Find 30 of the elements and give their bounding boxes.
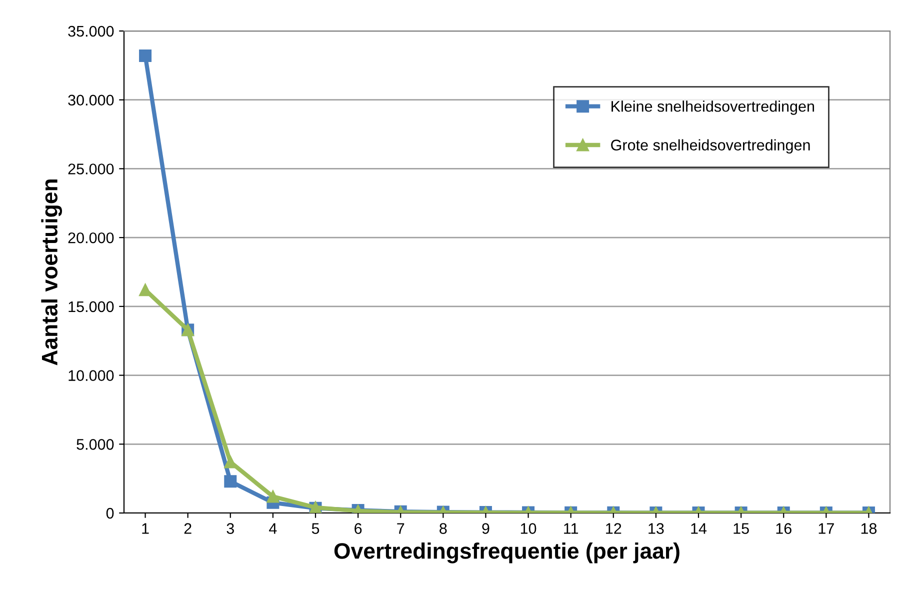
x-tick-label: 14	[691, 523, 707, 534]
x-tick-label: 15	[734, 523, 749, 534]
x-tick-label: 16	[776, 523, 792, 534]
x-tick-label: 2	[184, 523, 192, 534]
y-tick-label: 25.000	[68, 164, 114, 174]
x-tick-label: 3	[226, 523, 234, 534]
x-tick-label: 6	[354, 523, 362, 534]
x-axis-title: Overtredingsfrequentie (per jaar)	[334, 542, 680, 564]
x-tick-label: 9	[482, 523, 490, 534]
x-tick-label: 1	[142, 523, 149, 534]
legend-label: Grote snelheidsovertredingen	[611, 139, 810, 154]
x-tick-label: 18	[861, 523, 877, 534]
y-tick-label: 20.000	[68, 232, 114, 244]
x-tick-label: 12	[606, 523, 622, 534]
y-axis-title: Aantal voertuigen	[41, 180, 62, 366]
x-tick-label: 8	[440, 523, 447, 534]
x-tick-label: 10	[520, 523, 536, 534]
y-tick-label: 5.000	[76, 439, 114, 450]
x-tick-label: 13	[648, 523, 664, 534]
x-tick-label: 4	[269, 523, 277, 534]
y-tick-label: 35.000	[68, 26, 114, 37]
x-tick-label: 5	[312, 523, 320, 534]
x-tick-label: 7	[397, 523, 404, 534]
y-tick-label: 0	[106, 508, 114, 519]
x-tick-label: 17	[818, 523, 834, 534]
x-tick-label: 11	[564, 523, 578, 534]
y-tick-label: 10.000	[68, 370, 114, 381]
y-tick-label: 30.000	[68, 94, 114, 106]
legend-label: Kleine snelheidsovertredingen	[612, 100, 814, 115]
y-tick-label: 15.000	[68, 301, 114, 312]
